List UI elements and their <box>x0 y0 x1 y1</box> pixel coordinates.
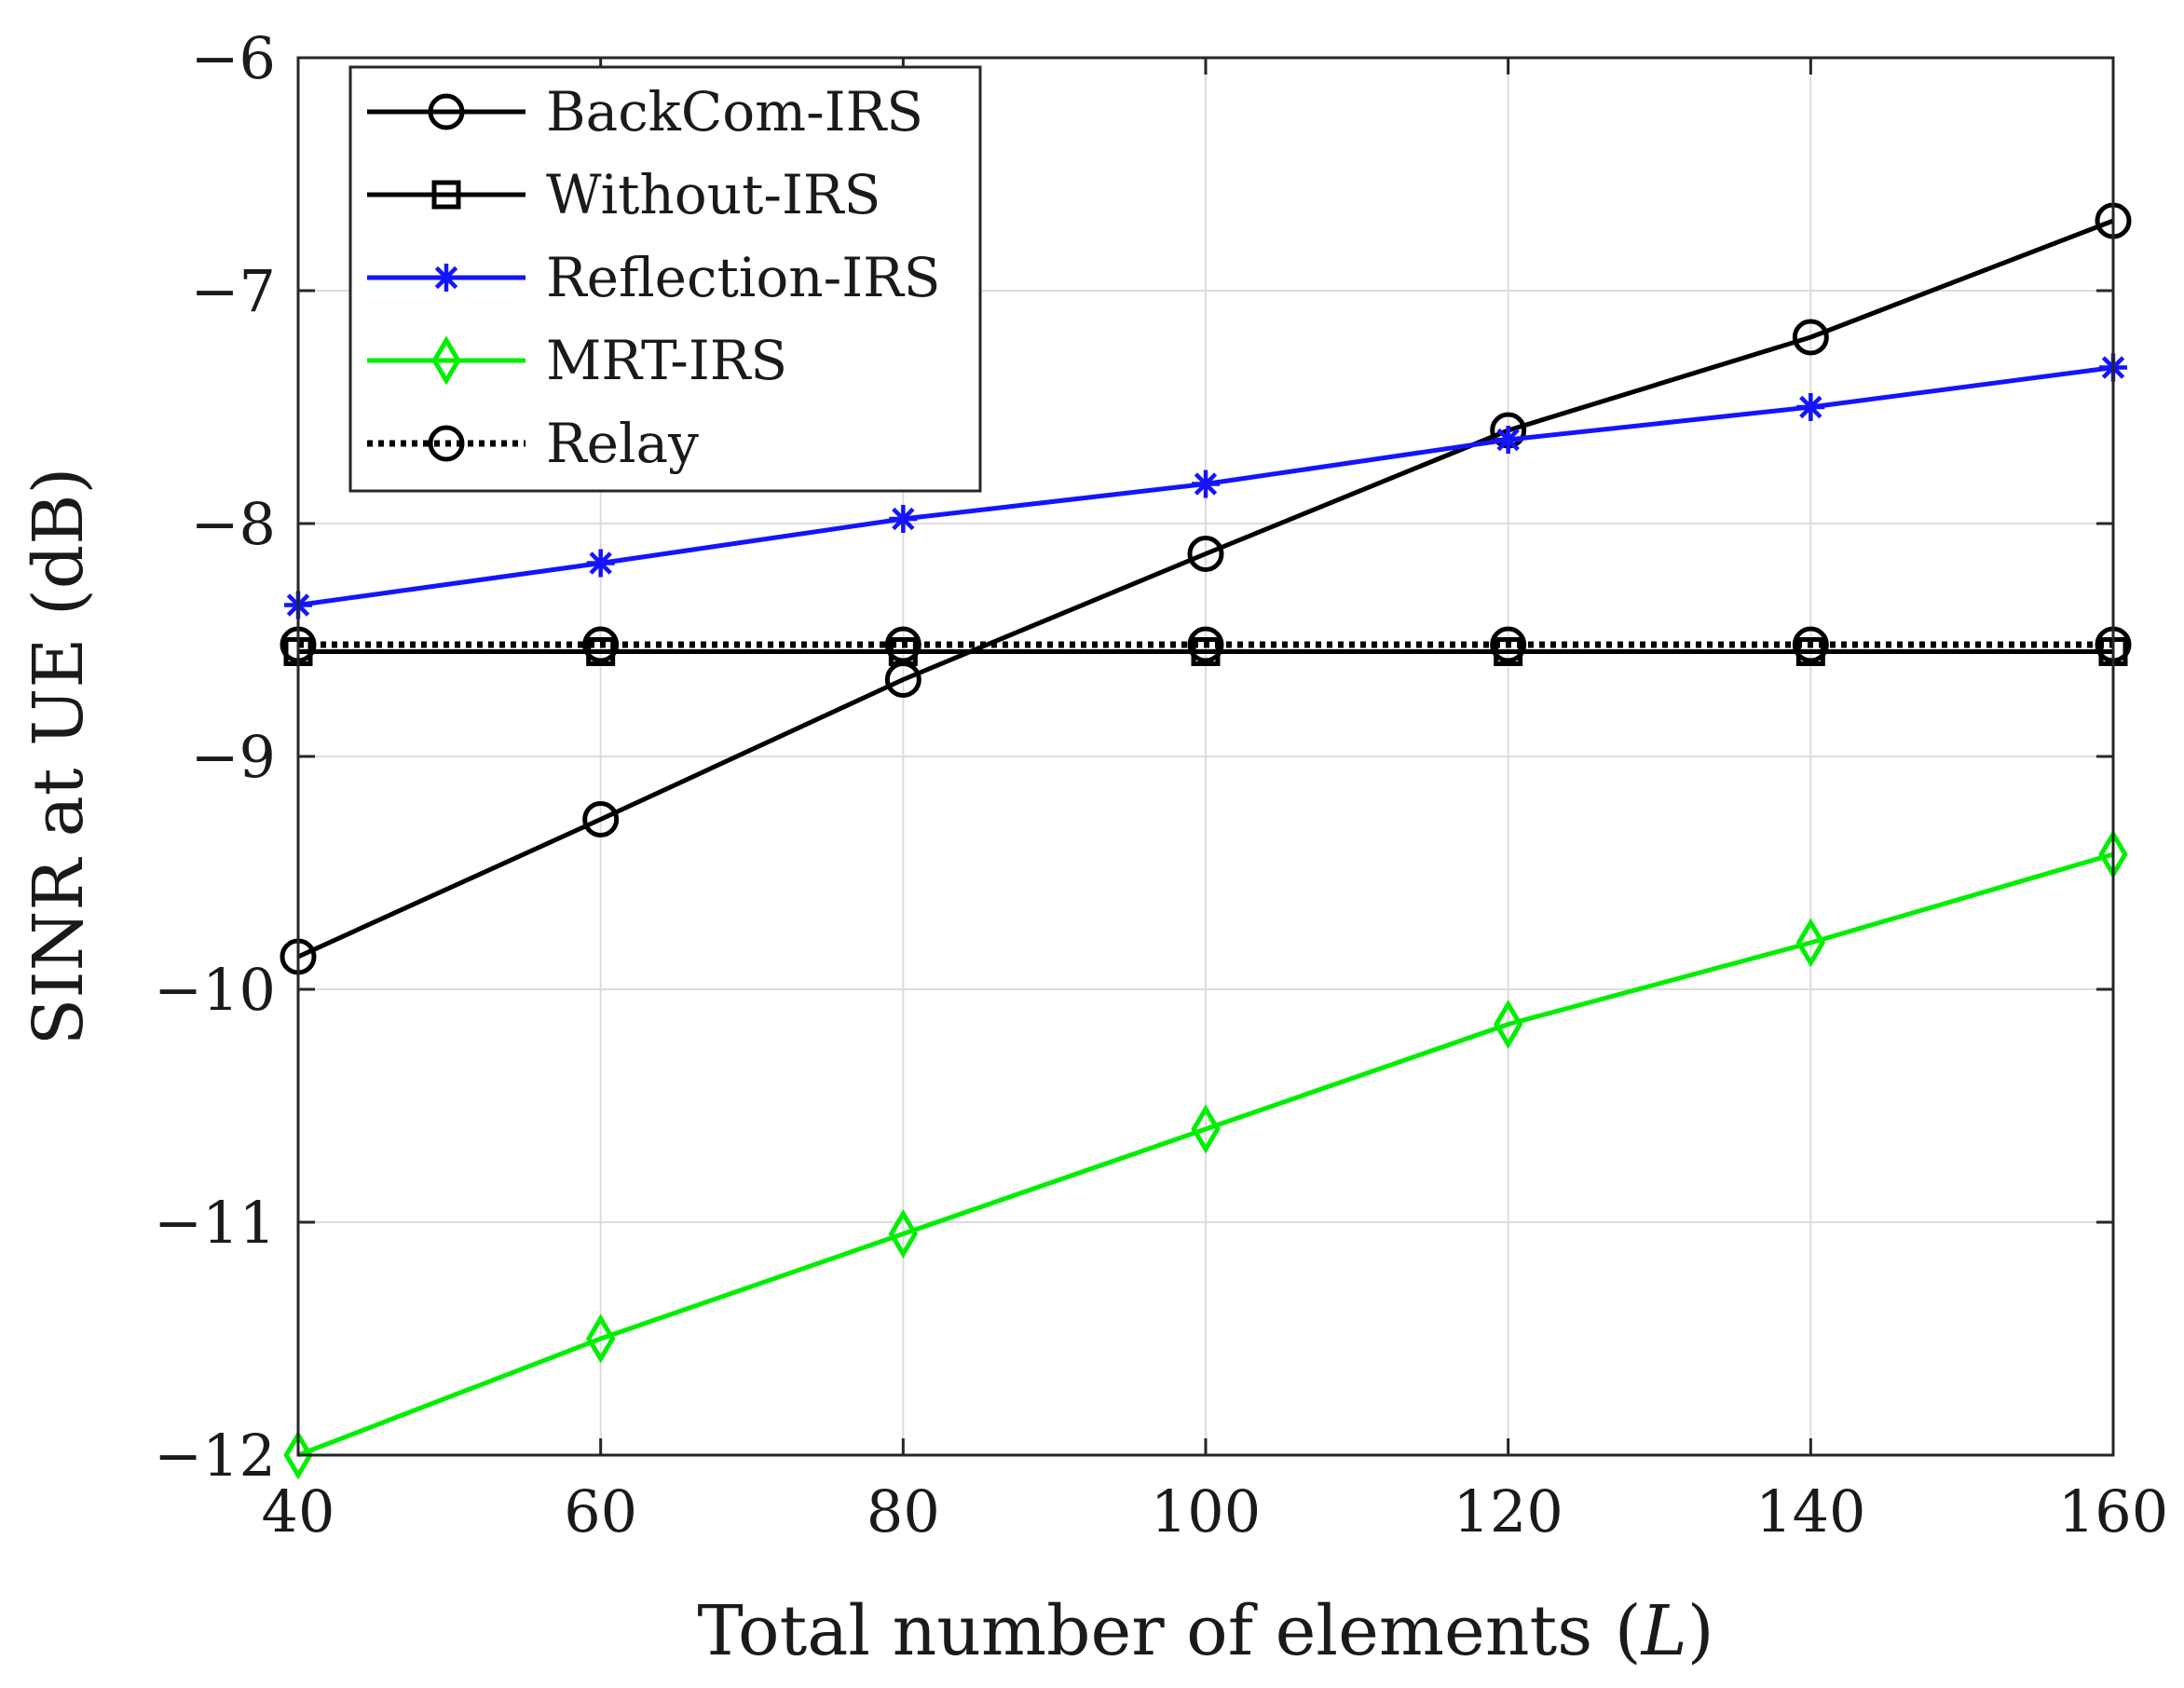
x-tick-label: 100 <box>1151 1477 1261 1545</box>
data-point <box>1192 470 1220 498</box>
y-tick-label: −10 <box>154 956 276 1024</box>
asterisk-stroke <box>1799 395 1822 419</box>
y-tick-label: −12 <box>154 1422 276 1490</box>
y-axis-label: SINR at UE (dB) <box>19 468 99 1046</box>
legend-entry: BackCom-IRS <box>367 80 923 143</box>
legend-marker <box>432 264 460 292</box>
x-tick-label: 60 <box>564 1477 637 1545</box>
asterisk-stroke <box>434 265 458 290</box>
legend-label: BackCom-IRS <box>546 80 923 143</box>
data-point <box>1795 918 1826 968</box>
data-point <box>1187 536 1224 572</box>
legend-marker <box>431 335 461 386</box>
data-point <box>582 801 620 837</box>
legend-marker <box>428 425 465 462</box>
data-point <box>585 1314 616 1364</box>
series-layer <box>280 202 2132 1480</box>
data-point <box>586 549 615 578</box>
data-point <box>283 1430 313 1480</box>
y-tick-label: −7 <box>191 257 276 325</box>
asterisk-stroke <box>1496 428 1520 452</box>
data-point <box>1493 999 1523 1050</box>
series-backcom-irs <box>280 202 2132 975</box>
legend-entry: Without-IRS <box>367 163 880 226</box>
ticks: 40 60 80 100 120 140 160 −6 −7 −8 −9 −10 −11 −12 <box>154 24 2168 1545</box>
data-point <box>1792 319 1829 356</box>
data-point <box>884 626 921 663</box>
asterisk-stroke <box>589 551 612 575</box>
series-line <box>297 851 2114 1458</box>
series-line <box>296 218 2114 960</box>
data-point <box>1792 626 1829 663</box>
asterisk-stroke <box>1194 472 1218 496</box>
legend-marker <box>428 93 465 130</box>
legend-entry: Relay <box>367 412 699 475</box>
data-point <box>888 1208 919 1259</box>
data-point <box>582 626 620 663</box>
data-point <box>1187 626 1224 663</box>
x-tick-label: 120 <box>1453 1477 1563 1545</box>
data-point <box>1494 426 1522 454</box>
legend-marker <box>431 180 461 210</box>
x-tick-label: 140 <box>1755 1477 1865 1545</box>
asterisk-stroke <box>892 507 915 531</box>
legend-label: Without-IRS <box>546 163 880 226</box>
legend-label: MRT-IRS <box>546 329 787 392</box>
x-tick-label: 80 <box>867 1477 940 1545</box>
y-tick-label: −11 <box>154 1189 276 1257</box>
x-axis-label: Total number of elements (L) <box>697 1591 1713 1671</box>
legend-entry: MRT-IRS <box>367 329 787 392</box>
data-point <box>1191 1104 1221 1154</box>
legend-label: Relay <box>546 412 699 475</box>
y-tick-label: −8 <box>191 490 276 558</box>
data-point <box>1490 626 1527 663</box>
y-tick-label: −6 <box>191 24 276 92</box>
legend: BackCom-IRS Without-IRS Reflection-IRS MRT-… <box>348 65 982 493</box>
x-tick-label: 40 <box>262 1477 335 1545</box>
x-tick-label: 160 <box>2058 1477 2168 1545</box>
data-point <box>1796 393 1825 421</box>
legend-entry: Reflection-IRS <box>367 246 941 309</box>
data-point <box>889 505 918 533</box>
legend-label: Reflection-IRS <box>546 246 941 309</box>
y-tick-label: −9 <box>191 723 276 791</box>
